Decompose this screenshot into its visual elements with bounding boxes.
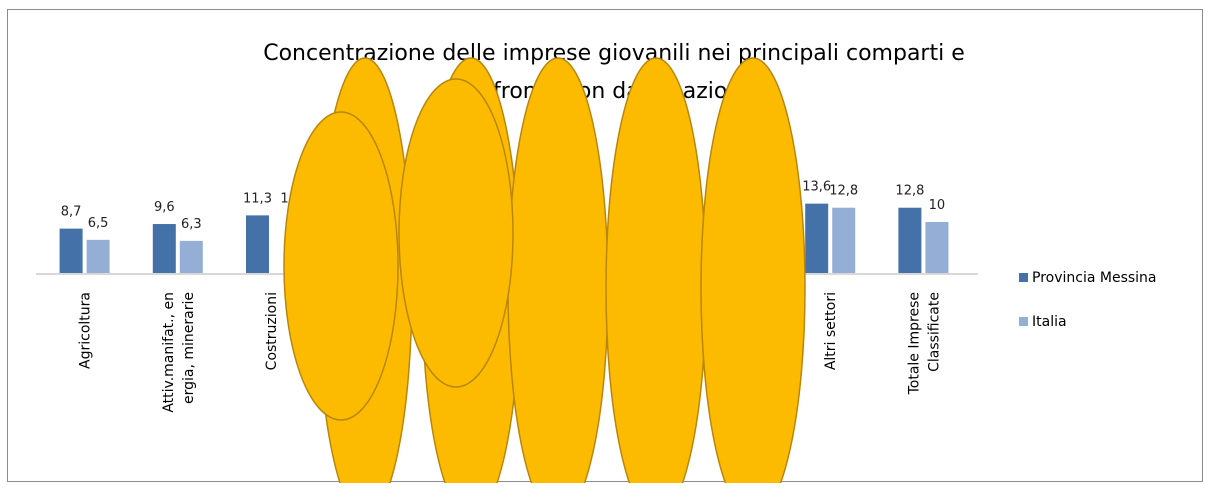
category-label-8-line-0: Altri settori	[823, 292, 839, 370]
legend: Provincia Messina Italia	[1019, 270, 1157, 330]
legend-swatch-provincia-messina	[1019, 273, 1028, 282]
data-label-italia-1: 6,3	[181, 217, 202, 232]
data-label-provincia-messina-8: 13,6	[802, 180, 831, 195]
category-label-2: Costruzioni	[264, 292, 280, 370]
data-label-provincia-messina-9: 12,8	[895, 184, 924, 199]
bar-italia-9	[925, 222, 949, 273]
data-label-provincia-messina-0: 8,7	[61, 205, 82, 220]
legend-label-provincia-messina: Provincia Messina	[1032, 270, 1157, 286]
chart-title-line-2: confronto con dato nazionale	[454, 79, 775, 104]
category-label-1: Attiv.manifat., en ergia, minerarie	[161, 292, 197, 413]
category-label-8: Altri settori	[823, 292, 839, 370]
data-label-italia-8: 12,8	[829, 184, 858, 199]
category-label-0-line-0: Agricoltura	[78, 292, 94, 369]
data-label-italia-2: 1	[280, 191, 288, 206]
category-label-9-line-1: Classificate	[926, 292, 942, 372]
bar-provincia-messina-2	[246, 215, 269, 273]
data-label-italia-0: 6,5	[88, 216, 109, 231]
chart-frame: Concentrazione delle imprese giovanili n…	[7, 9, 1203, 483]
legend-swatch-italia	[1019, 317, 1028, 326]
data-label-provincia-messina-1: 9,6	[154, 200, 175, 215]
bar-italia-1	[179, 240, 203, 273]
category-label-9: Totale Imprese Classificate	[906, 292, 942, 395]
occluder-oval-3	[605, 57, 707, 483]
data-label-italia-9: 10	[929, 198, 946, 213]
category-label-1-line-1: ergia, minerarie	[181, 292, 197, 404]
occluder-oval-5	[283, 111, 399, 421]
category-label-9-line-0: Totale Imprese	[906, 292, 922, 395]
legend-label-italia: Italia	[1032, 314, 1067, 330]
bar-italia-8	[832, 207, 856, 273]
occluder-oval-4	[700, 57, 806, 483]
data-label-provincia-messina-2: 11,3	[243, 191, 272, 206]
bars-group	[59, 203, 949, 273]
chart-canvas: Concentrazione delle imprese giovanili n…	[36, 41, 1157, 483]
chart-title: Concentrazione delle imprese giovanili n…	[263, 41, 965, 104]
category-label-0: Agricoltura	[78, 292, 94, 369]
bar-provincia-messina-1	[152, 224, 176, 273]
category-label-2-line-0: Costruzioni	[264, 292, 280, 370]
bar-italia-0	[86, 239, 110, 273]
bar-provincia-messina-9	[898, 207, 922, 273]
bar-provincia-messina-0	[59, 228, 83, 273]
data-labels-group: 8,76,59,66,311,3 113,612,8 12,810	[61, 180, 945, 232]
category-labels-group: Agricoltura Attiv.manifat., en ergia, mine…	[78, 292, 943, 413]
chart-title-line-1: Concentrazione delle imprese giovanili n…	[263, 41, 965, 66]
bar-provincia-messina-8	[805, 203, 829, 273]
occluder-oval-2	[507, 57, 609, 483]
occluder-oval-6	[398, 78, 514, 388]
occluder-ovals	[283, 57, 806, 483]
category-label-1-line-0: Attiv.manifat., en	[161, 292, 177, 413]
